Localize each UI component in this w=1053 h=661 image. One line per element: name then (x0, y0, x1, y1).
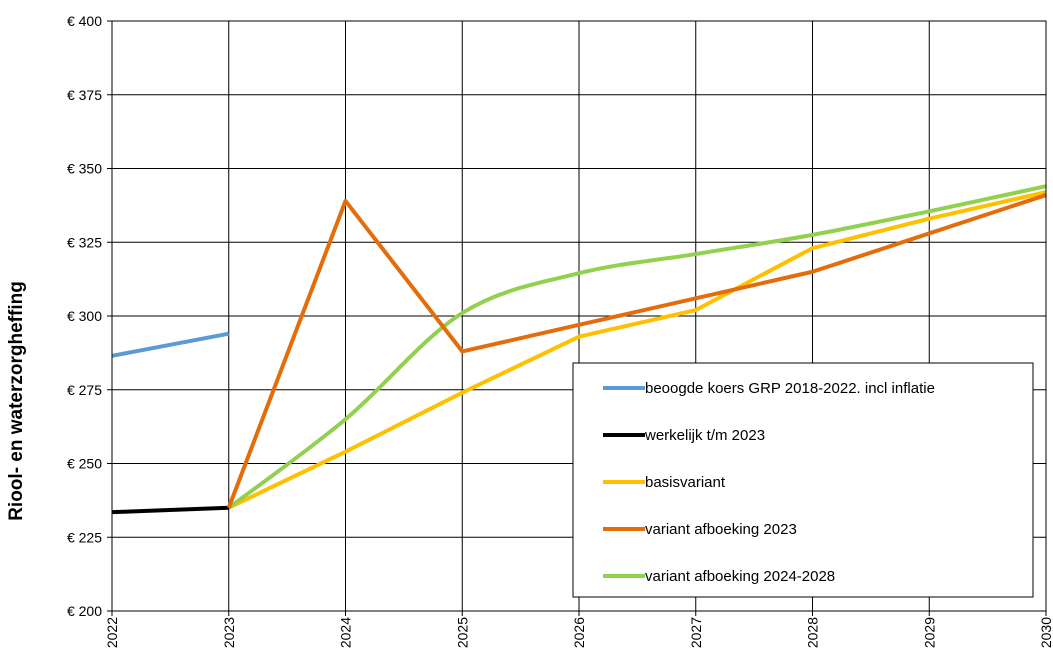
x-tick-label: 2024 (338, 617, 354, 648)
y-tick-label: € 325 (67, 234, 102, 250)
legend-label: variant afboeking 2023 (645, 521, 797, 538)
x-tick-label: 2026 (571, 617, 587, 648)
y-tick-label: € 375 (67, 87, 102, 103)
legend-label: werkelijk t/m 2023 (644, 427, 765, 444)
y-tick-label: € 225 (67, 529, 102, 545)
legend-label: variant afboeking 2024-2028 (645, 568, 835, 585)
series-line-1 (111, 331, 230, 358)
series-line-2 (111, 505, 229, 515)
x-tick-label: 2023 (221, 617, 237, 648)
x-tick-label: 2022 (104, 617, 120, 648)
y-tick-label: € 400 (67, 13, 102, 29)
x-tick-label: 2025 (454, 617, 470, 648)
series-line-3 (227, 190, 1047, 510)
y-tick-label: € 350 (67, 161, 102, 177)
legend-box (572, 362, 1034, 598)
x-tick-label: 2027 (688, 617, 704, 648)
legend: beoogde koers GRP 2018-2022. incl inflat… (572, 362, 1034, 598)
x-tick-label: 2030 (1038, 617, 1053, 648)
axes: € 200 € 225 € 250 € 275 € 300 € 325 € 350 € 375… (67, 13, 1053, 648)
y-tick-label: € 300 (67, 308, 102, 324)
legend-label: basisvariant (645, 474, 726, 491)
legend-label: beoogde koers GRP 2018-2022. incl inflat… (645, 380, 935, 397)
y-tick-label: € 200 (67, 603, 102, 619)
x-tick-label: 2029 (921, 617, 937, 648)
y-axis-title: Riool- en waterzorgheffing (6, 281, 27, 521)
series-line-5 (227, 184, 1047, 510)
x-tick-label: 2028 (805, 617, 821, 648)
y-tick-label: € 250 (67, 456, 102, 472)
series-lines (111, 184, 1047, 515)
plot-frame (111, 20, 1047, 612)
y-tick-label: € 275 (67, 382, 102, 398)
series-line-4 (226, 193, 1047, 509)
